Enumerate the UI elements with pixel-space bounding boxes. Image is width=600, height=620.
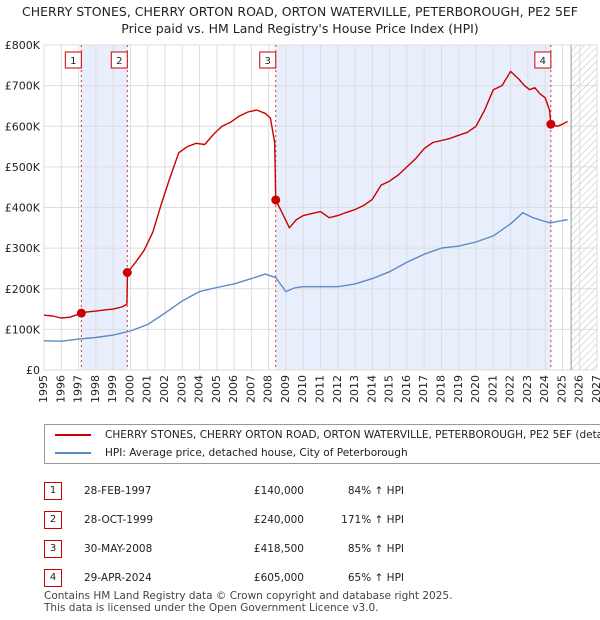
y-tick-label-2: £200K <box>5 283 41 296</box>
legend-item-hpi: HPI: Average price, detached house, City… <box>45 444 408 462</box>
legend: CHERRY STONES, CHERRY ORTON ROAD, ORTON … <box>44 424 600 464</box>
x-tick-label-2015: 2015 <box>383 375 396 403</box>
legend-label-property: CHERRY STONES, CHERRY ORTON ROAD, ORTON … <box>105 429 600 441</box>
sale-point-1 <box>76 308 86 318</box>
x-tick-label-2014: 2014 <box>365 375 378 403</box>
x-tick-label-2027: 2027 <box>590 375 600 403</box>
sale-number: 3 <box>44 539 62 558</box>
price-chart: 1 2 3 4 £0 £100K £200K £300K £400K £500K £600K £70… <box>5 39 600 403</box>
footer-licence: This data is licensed under the Open Gov… <box>44 602 379 614</box>
y-tick-label-8: £800K <box>5 39 41 52</box>
sale-date: 29-APR-2024 <box>84 571 152 584</box>
sale-hpi-change: 171% ↑ HPI <box>341 513 404 526</box>
x-tick-label-2025: 2025 <box>555 375 568 403</box>
sale-date: 30-MAY-2008 <box>84 542 153 555</box>
x-tick-label-1998: 1998 <box>89 375 102 403</box>
sale-hpi-change: 84% ↑ HPI <box>347 484 404 497</box>
x-tick-label-2022: 2022 <box>504 375 517 403</box>
x-tick-label-2021: 2021 <box>486 375 499 403</box>
sale-badge-4 <box>534 51 552 69</box>
x-tick-label-2023: 2023 <box>521 375 534 403</box>
legend-swatch-hpi <box>55 452 91 454</box>
series-line-hpi <box>43 212 568 342</box>
sale-number: 2 <box>44 510 62 529</box>
x-tick-label-2018: 2018 <box>434 375 447 403</box>
footer-copyright: Contains HM Land Registry data © Crown c… <box>44 590 453 602</box>
sale-badge-2 <box>110 51 128 69</box>
sale-number: 4 <box>44 568 62 587</box>
sale-point-2 <box>122 268 132 277</box>
series-line-property <box>43 70 568 319</box>
sale-date: 28-OCT-1999 <box>84 513 153 526</box>
sale-price: £418,500 <box>253 542 304 555</box>
sales-row: 4 29-APR-2024 £605,000 65% ↑ HPI <box>44 563 404 592</box>
x-tick-label-2002: 2002 <box>158 375 171 403</box>
sale-price: £140,000 <box>253 484 304 497</box>
x-tick-label-2016: 2016 <box>400 375 413 403</box>
footer: Contains HM Land Registry data © Crown c… <box>44 590 452 614</box>
x-tick-label-2011: 2011 <box>314 375 327 403</box>
chart-subtitle: Price paid vs. HM Land Registry's House … <box>121 21 479 36</box>
y-tick-label-3: £300K <box>5 242 41 255</box>
x-tick-label-2012: 2012 <box>331 375 344 403</box>
sale-number: 1 <box>44 481 62 500</box>
x-tick-label-2013: 2013 <box>348 375 361 403</box>
sale-badge-1 <box>64 51 82 69</box>
sale-point-4 <box>546 119 556 129</box>
legend-item-property: CHERRY STONES, CHERRY ORTON ROAD, ORTON … <box>45 426 600 444</box>
y-tick-label-0: £0 <box>26 364 40 377</box>
y-tick-label-4: £400K <box>5 202 41 215</box>
x-tick-label-2007: 2007 <box>244 375 257 403</box>
sale-badge-3 <box>259 51 277 69</box>
x-tick-label-2009: 2009 <box>279 375 292 403</box>
x-tick-label-1995: 1995 <box>37 375 50 403</box>
x-tick-label-2019: 2019 <box>452 375 465 403</box>
x-tick-label-2003: 2003 <box>175 375 188 403</box>
x-tick-label-2001: 2001 <box>141 375 154 403</box>
x-tick-label-1999: 1999 <box>106 375 119 403</box>
x-tick-label-2006: 2006 <box>227 375 240 403</box>
x-tick-label-2005: 2005 <box>210 375 223 403</box>
x-tick-label-1997: 1997 <box>72 375 85 403</box>
x-tick-label-2010: 2010 <box>296 375 309 403</box>
y-tick-label-5: £500K <box>5 161 41 174</box>
sale-hpi-change: 65% ↑ HPI <box>347 571 404 584</box>
x-tick-label-2026: 2026 <box>573 375 586 403</box>
x-tick-label-2004: 2004 <box>193 375 206 403</box>
sale-point-3 <box>271 195 281 205</box>
y-tick-label-7: £700K <box>5 80 41 93</box>
sales-row: 2 28-OCT-1999 £240,000 171% ↑ HPI <box>44 505 404 534</box>
chart-title: CHERRY STONES, CHERRY ORTON ROAD, ORTON … <box>22 4 578 19</box>
sale-badge-label-2: 2 <box>116 56 122 67</box>
x-tick-label-1996: 1996 <box>54 375 67 403</box>
x-tick-label-2000: 2000 <box>123 375 136 403</box>
sale-price: £605,000 <box>253 571 304 584</box>
sale-hpi-change: 85% ↑ HPI <box>347 542 404 555</box>
legend-label-hpi: HPI: Average price, detached house, City… <box>105 447 408 459</box>
y-tick-label-6: £600K <box>5 120 41 133</box>
x-tick-label-2024: 2024 <box>538 375 551 403</box>
sale-price: £240,000 <box>253 513 304 526</box>
sales-table: 1 28-FEB-1997 £140,000 84% ↑ HPI 2 28-OCT-199… <box>44 476 404 592</box>
sale-badge-label-3: 3 <box>265 56 271 67</box>
x-tick-label-2020: 2020 <box>469 375 482 403</box>
x-tick-label-2017: 2017 <box>417 375 430 403</box>
sale-badge-label-1: 1 <box>70 56 76 67</box>
sale-badge-label-4: 4 <box>540 56 546 67</box>
x-tick-label-2008: 2008 <box>262 375 275 403</box>
sale-date: 28-FEB-1997 <box>84 484 152 497</box>
sales-row: 1 28-FEB-1997 £140,000 84% ↑ HPI <box>44 476 404 505</box>
sales-row: 3 30-MAY-2008 £418,500 85% ↑ HPI <box>44 534 404 563</box>
legend-swatch-property <box>55 434 91 436</box>
y-tick-label-1: £100K <box>5 323 41 336</box>
